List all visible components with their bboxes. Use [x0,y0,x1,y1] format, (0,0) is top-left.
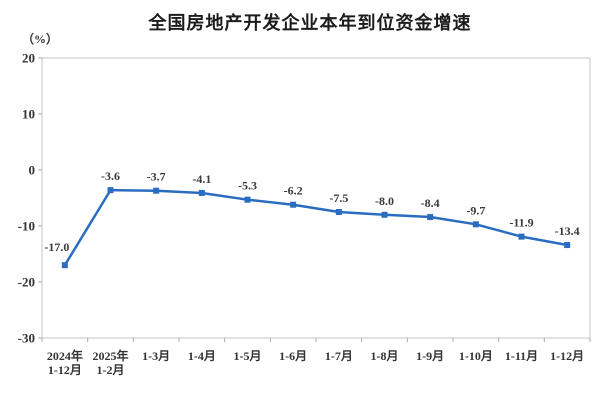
data-point-marker [61,262,68,269]
data-point-marker [153,187,160,194]
data-point-label: -9.7 [466,203,485,217]
data-point-marker [472,221,479,228]
y-tick-label: -20 [18,275,35,290]
data-point-label: -6.2 [284,184,303,198]
data-point-marker [244,196,251,203]
data-point-label: -13.4 [555,224,580,238]
x-tick-label: 1-7月 [325,349,353,363]
data-point-label: -11.9 [509,216,533,230]
data-point-marker [335,209,342,215]
x-tick-label: 1-6月 [279,349,307,363]
data-line [63,188,568,266]
data-point-label: -5.3 [238,179,257,193]
data-point-label: -3.6 [101,169,120,183]
data-point-marker [198,189,205,196]
data-point-label: -8.4 [421,196,440,210]
x-tick-label: 1-9月 [416,349,444,363]
data-point-marker [290,201,297,208]
data-point-marker [381,211,388,218]
x-tick-label: 1-12月 [550,349,584,363]
data-point-label: -7.5 [329,191,348,205]
x-tick-label: 2025年 1-2月 [92,348,128,377]
data-point-marker [518,233,525,240]
data-point-label: -3.7 [147,170,166,184]
y-tick-label: -10 [18,219,35,234]
x-tick-label: 1-3月 [142,349,170,363]
x-tick-label: 1-11月 [505,349,538,363]
x-tick-label: 1-4月 [188,349,216,363]
plot-border [41,57,591,339]
data-point-label: -8.0 [375,194,394,208]
data-point-marker [107,187,114,194]
y-tick-label: 0 [29,163,36,178]
x-tick-label: 1-10月 [459,349,493,363]
x-tick-label: 1-8月 [371,349,399,363]
x-tick-label: 1-5月 [234,349,262,363]
data-point-marker [564,242,571,249]
y-axis-unit-label: （%） [22,32,59,46]
chart-title: 全国房地产开发企业本年到位资金增速 [148,13,472,33]
data-point-label: -17.0 [44,240,69,254]
data-point-label: -4.1 [192,172,211,186]
y-tick-label: 10 [22,107,35,122]
x-tick-label: 2024年 1-12月 [47,348,83,377]
data-point-marker [427,214,434,221]
y-tick-label: -30 [18,331,35,346]
y-tick-label: 20 [22,51,35,66]
